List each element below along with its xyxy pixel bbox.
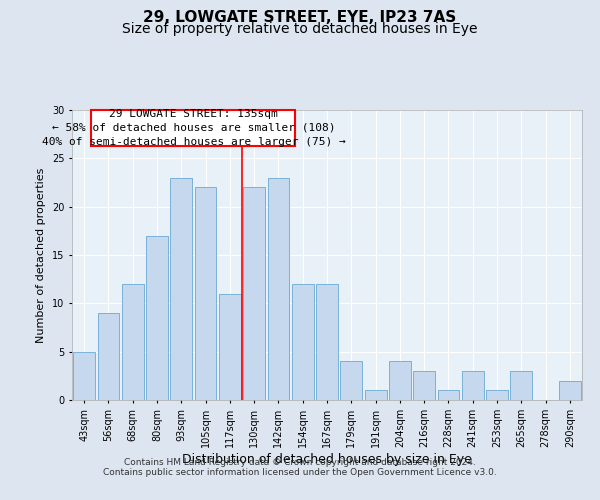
Text: Contains HM Land Registry data © Crown copyright and database right 2024.: Contains HM Land Registry data © Crown c…: [124, 458, 476, 467]
Bar: [365, 390, 386, 400]
Bar: [413, 371, 435, 400]
Bar: [437, 390, 460, 400]
Bar: [486, 390, 508, 400]
X-axis label: Distribution of detached houses by size in Eye: Distribution of detached houses by size …: [182, 452, 472, 466]
Bar: [146, 236, 168, 400]
Bar: [194, 188, 217, 400]
Bar: [462, 371, 484, 400]
Bar: [243, 188, 265, 400]
Text: 29, LOWGATE STREET, EYE, IP23 7AS: 29, LOWGATE STREET, EYE, IP23 7AS: [143, 10, 457, 25]
Bar: [292, 284, 314, 400]
Bar: [170, 178, 192, 400]
Bar: [340, 362, 362, 400]
Bar: [122, 284, 143, 400]
Bar: [559, 380, 581, 400]
Bar: [219, 294, 241, 400]
Bar: [511, 371, 532, 400]
Text: 29 LOWGATE STREET: 135sqm
← 58% of detached houses are smaller (108)
40% of semi: 29 LOWGATE STREET: 135sqm ← 58% of detac…: [41, 109, 346, 147]
Bar: [73, 352, 95, 400]
Text: Contains public sector information licensed under the Open Government Licence v3: Contains public sector information licen…: [103, 468, 497, 477]
FancyBboxPatch shape: [91, 110, 295, 146]
Bar: [316, 284, 338, 400]
Bar: [389, 362, 411, 400]
Text: Size of property relative to detached houses in Eye: Size of property relative to detached ho…: [122, 22, 478, 36]
Bar: [268, 178, 289, 400]
Y-axis label: Number of detached properties: Number of detached properties: [37, 168, 46, 342]
Bar: [97, 313, 119, 400]
